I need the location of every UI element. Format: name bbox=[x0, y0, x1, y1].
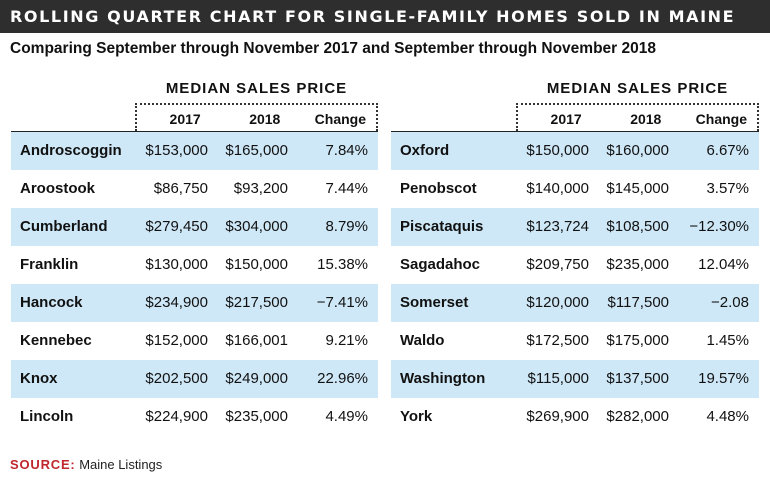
table-row: Kennebec $152,000 $166,001 9.21% bbox=[11, 322, 378, 360]
table-row: Sagadahoc $209,750 $235,000 12.04% bbox=[391, 246, 759, 284]
percent-change: 15.38% bbox=[317, 256, 368, 273]
price-2018: $235,000 bbox=[225, 408, 288, 425]
median-sales-price-header: MEDIAN SALES PRICE bbox=[546, 80, 729, 97]
price-2017: $224,900 bbox=[145, 408, 208, 425]
source-note: SOURCE: Maine Listings bbox=[10, 457, 162, 472]
percent-change: 4.49% bbox=[325, 408, 368, 425]
county-name: Waldo bbox=[400, 332, 445, 349]
county-name: Franklin bbox=[20, 256, 79, 273]
price-2018: $160,000 bbox=[606, 142, 669, 159]
price-2017: $86,750 bbox=[153, 180, 208, 197]
price-2017: $153,000 bbox=[145, 142, 208, 159]
table-row: Lincoln $224,900 $235,000 4.49% bbox=[11, 398, 378, 436]
price-2017: $209,750 bbox=[526, 256, 589, 273]
price-2018: $282,000 bbox=[606, 408, 669, 425]
table-row: Cumberland $279,450 $304,000 8.79% bbox=[11, 208, 378, 246]
price-2018: $217,500 bbox=[225, 294, 288, 311]
column-header-2017: 2017 bbox=[550, 111, 582, 127]
percent-change: 9.21% bbox=[325, 332, 368, 349]
county-name: Oxford bbox=[400, 142, 450, 159]
median-sales-price-header: MEDIAN SALES PRICE bbox=[165, 80, 348, 97]
county-name: Kennebec bbox=[20, 332, 92, 349]
percent-change: −7.41% bbox=[316, 294, 368, 311]
county-name: Knox bbox=[20, 370, 58, 387]
percent-change: 6.67% bbox=[706, 142, 749, 159]
column-header-2018: 2018 bbox=[249, 111, 281, 127]
price-2017: $120,000 bbox=[526, 294, 589, 311]
percent-change: 8.79% bbox=[325, 218, 368, 235]
table-row: York $269,900 $282,000 4.48% bbox=[391, 398, 759, 436]
column-header-row: 2017 2018 Change bbox=[516, 103, 759, 131]
county-name: Androscoggin bbox=[20, 142, 122, 159]
price-2018: $117,500 bbox=[607, 294, 669, 311]
column-header-change: Change bbox=[695, 111, 747, 127]
county-name: Hancock bbox=[20, 294, 83, 311]
column-header-row: 2017 2018 Change bbox=[135, 103, 378, 131]
chart-subtitle: Comparing September through November 201… bbox=[10, 40, 656, 57]
county-name: Piscataquis bbox=[400, 218, 484, 235]
county-name: Aroostook bbox=[20, 180, 95, 197]
county-name: Somerset bbox=[400, 294, 469, 311]
price-2017: $172,500 bbox=[526, 332, 589, 349]
price-2018: $165,000 bbox=[225, 142, 288, 159]
county-name: York bbox=[400, 408, 433, 425]
county-name: Cumberland bbox=[20, 218, 108, 235]
county-name: Sagadahoc bbox=[400, 256, 481, 273]
county-name: Washington bbox=[400, 370, 486, 387]
percent-change: 1.45% bbox=[706, 332, 749, 349]
price-2018: $166,001 bbox=[225, 332, 288, 349]
price-2018: $108,500 bbox=[606, 218, 669, 235]
price-2017: $152,000 bbox=[145, 332, 208, 349]
table-row: Penobscot $140,000 $145,000 3.57% bbox=[391, 170, 759, 208]
percent-change: 22.96% bbox=[317, 370, 368, 387]
table-row: Androscoggin $153,000 $165,000 7.84% bbox=[11, 132, 378, 170]
source-text: Maine Listings bbox=[79, 457, 163, 472]
percent-change: 19.57% bbox=[698, 370, 749, 387]
table-row: Waldo $172,500 $175,000 1.45% bbox=[391, 322, 759, 360]
price-2017: $234,900 bbox=[145, 294, 208, 311]
right-table-panel: MEDIAN SALES PRICE 2017 2018 Change Oxfo… bbox=[391, 75, 759, 436]
price-2018: $249,000 bbox=[225, 370, 288, 387]
percent-change: 7.44% bbox=[325, 180, 368, 197]
percent-change: −2.08 bbox=[711, 294, 749, 311]
price-2018: $175,000 bbox=[606, 332, 669, 349]
column-header-2018: 2018 bbox=[630, 111, 662, 127]
table-row: Somerset $120,000 $117,500 −2.08 bbox=[391, 284, 759, 322]
percent-change: 12.04% bbox=[698, 256, 749, 273]
percent-change: 7.84% bbox=[325, 142, 368, 159]
table-row: Washington $115,000 $137,500 19.57% bbox=[391, 360, 759, 398]
price-2017: $269,900 bbox=[526, 408, 589, 425]
table-row: Knox $202,500 $249,000 22.96% bbox=[11, 360, 378, 398]
table-row: Aroostook $86,750 $93,200 7.44% bbox=[11, 170, 378, 208]
price-2018: $93,200 bbox=[233, 180, 288, 197]
price-2018: $150,000 bbox=[225, 256, 288, 273]
price-2018: $137,500 bbox=[606, 370, 669, 387]
county-name: Lincoln bbox=[20, 408, 74, 425]
price-2017: $279,450 bbox=[145, 218, 208, 235]
price-2018: $145,000 bbox=[606, 180, 669, 197]
percent-change: 3.57% bbox=[706, 180, 749, 197]
column-header-2017: 2017 bbox=[169, 111, 201, 127]
percent-change: −12.30% bbox=[689, 218, 749, 235]
percent-change: 4.48% bbox=[706, 408, 749, 425]
table-body: Androscoggin $153,000 $165,000 7.84% Aroosto… bbox=[11, 131, 378, 436]
left-table-panel: MEDIAN SALES PRICE 2017 2018 Change Andr… bbox=[11, 75, 378, 436]
table-body: Oxford $150,000 $160,000 6.67% Penobscot $140… bbox=[391, 131, 759, 436]
price-2018: $235,000 bbox=[606, 256, 669, 273]
price-2018: $304,000 bbox=[225, 218, 288, 235]
price-2017: $150,000 bbox=[526, 142, 589, 159]
source-label: SOURCE: bbox=[10, 457, 76, 472]
table-row: Hancock $234,900 $217,500 −7.41% bbox=[11, 284, 378, 322]
price-2017: $115,000 bbox=[527, 370, 589, 387]
column-header-change: Change bbox=[314, 111, 366, 127]
price-2017: $130,000 bbox=[145, 256, 208, 273]
price-2017: $202,500 bbox=[145, 370, 208, 387]
price-2017: $140,000 bbox=[526, 180, 589, 197]
county-name: Penobscot bbox=[400, 180, 477, 197]
table-row: Oxford $150,000 $160,000 6.67% bbox=[391, 132, 759, 170]
table-row: Franklin $130,000 $150,000 15.38% bbox=[11, 246, 378, 284]
table-row: Piscataquis $123,724 $108,500 −12.30% bbox=[391, 208, 759, 246]
chart-title: ROLLING QUARTER CHART FOR SINGLE-FAMILY … bbox=[0, 0, 770, 33]
price-2017: $123,724 bbox=[526, 218, 589, 235]
